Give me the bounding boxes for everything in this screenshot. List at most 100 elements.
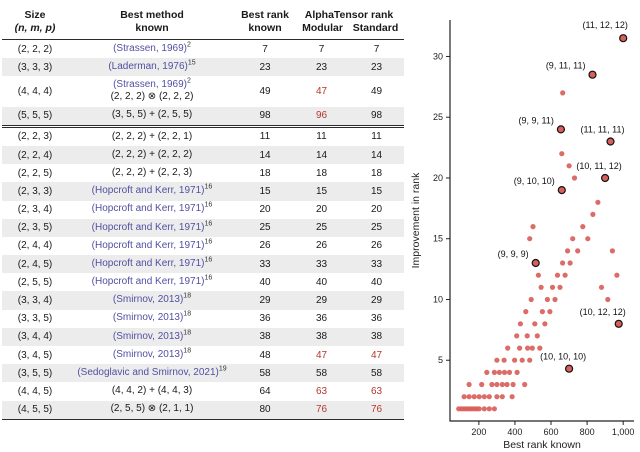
scatter-point — [509, 394, 515, 400]
standard-rank-cell: 7 — [373, 43, 380, 55]
size-cell: (2, 4, 4) — [17, 240, 53, 252]
method-cell: (Hopcroft and Kerr, 1971)16 — [68, 273, 236, 291]
citation-link[interactable]: (Smirnov, 2013) — [112, 294, 184, 306]
standard-rank-cell: 38 — [370, 331, 383, 343]
header-rank-line1: Best rank — [241, 9, 289, 21]
method-cell: (Smirnov, 2013)18 — [68, 310, 236, 328]
header-best-method: Best method known — [68, 6, 236, 40]
citation-link[interactable]: (Hopcroft and Kerr, 1971) — [91, 257, 205, 269]
best-rank-cell: 48 — [259, 349, 271, 361]
scatter-point — [614, 272, 620, 278]
citation-link[interactable]: (Hopcroft and Kerr, 1971) — [91, 276, 205, 288]
scatter-point — [559, 151, 565, 157]
size-cell: (2, 4, 5) — [17, 258, 53, 270]
table-header: Size (n, m, p) Best method known Best ra… — [2, 6, 404, 40]
standard-rank-cell: 63 — [370, 385, 383, 397]
scatter-point — [489, 381, 495, 388]
method-cell: (Strassen, 1969)2 — [68, 40, 236, 59]
scatter-point — [605, 296, 611, 303]
table-row: (2, 3, 3) (Hopcroft and Kerr, 1971)16 15 15… — [2, 182, 404, 201]
table-row: (2, 2, 4) (2, 2, 2) + (2, 2, 2) 14 14 14 — [2, 145, 404, 165]
highlighted-scatter-point — [606, 137, 615, 146]
method-cell: (2, 5, 5) ⊗ (2, 1, 1) — [68, 401, 236, 420]
method-cell: (2, 2, 2) + (2, 2, 1) — [68, 126, 236, 146]
size-cell: (3, 4, 4) — [17, 331, 53, 343]
citation-link[interactable]: (Hopcroft and Kerr, 1971) — [91, 239, 205, 251]
modular-rank-cell: 14 — [315, 149, 328, 161]
method-text: (2, 2, 2) + (2, 2, 3) — [111, 166, 193, 178]
header-size-line1: Size — [24, 9, 46, 21]
scatter-point — [476, 394, 482, 400]
header-standard: Standard — [352, 22, 399, 34]
size-cell: (4, 4, 4) — [17, 85, 53, 97]
scatter-point — [505, 345, 511, 351]
citation-link[interactable]: (Hopcroft and Kerr, 1971) — [91, 221, 205, 233]
point-label: (9, 9, 9) — [498, 249, 529, 259]
y-axis-title: Improvement in rank — [410, 172, 422, 268]
scatter-point — [501, 369, 508, 375]
table-row: (4, 4, 5) (4, 4, 2) + (4, 4, 3) 64 63 63 — [2, 382, 404, 400]
citation-link[interactable]: (Smirnov, 2013) — [112, 312, 184, 324]
scatter-point — [517, 345, 523, 351]
x-tick-label: 600 — [544, 427, 559, 437]
x-axis-title: Best rank known — [503, 439, 581, 451]
scatter-point — [595, 199, 601, 205]
highlighted-scatter-point — [588, 70, 597, 79]
citation-link[interactable]: (Hopcroft and Kerr, 1971) — [91, 185, 205, 197]
scatter-point — [514, 333, 520, 339]
size-cell: (2, 3, 3) — [17, 185, 53, 197]
standard-rank-cell: 20 — [370, 204, 383, 216]
scatter-point — [554, 272, 561, 278]
method-cell: (Sedoglavic and Smirnov, 2021)19 — [68, 364, 236, 382]
modular-rank-cell: 47 — [315, 85, 328, 97]
table-row: (3, 3, 4) (Smirnov, 2013)18 29 29 29 — [2, 291, 404, 310]
citation-link[interactable]: (Strassen, 1969) — [113, 78, 188, 90]
best-rank-cell: 64 — [259, 385, 271, 397]
scatter-point — [519, 357, 525, 363]
scatter-point — [506, 369, 513, 375]
citation-superscript: 16 — [204, 202, 213, 210]
citation-link[interactable]: (Hopcroft and Kerr, 1971) — [91, 203, 205, 215]
best-rank-cell: 98 — [259, 110, 271, 122]
header-best-rank: Best rank known — [236, 6, 294, 40]
scatter-point — [549, 284, 556, 290]
header-method-line1: Best method — [120, 9, 184, 21]
scatter-point — [598, 284, 605, 290]
citation-link[interactable]: (Smirnov, 2013) — [112, 330, 184, 342]
scatter-point — [525, 345, 531, 351]
scatter-point — [527, 236, 533, 242]
standard-rank-cell: 29 — [370, 295, 383, 307]
scatter-point — [517, 321, 523, 327]
table-row: (2, 5, 5) (Hopcroft and Kerr, 1971)16 40 40… — [2, 273, 404, 291]
method-text: (2, 2, 2) + (2, 2, 2) — [111, 148, 193, 160]
citation-link[interactable]: (Sedoglavic and Smirnov, 2021) — [77, 367, 219, 379]
best-rank-cell: 26 — [259, 240, 271, 252]
standard-rank-cell: 18 — [370, 167, 383, 179]
x-tick-label: 800 — [580, 427, 595, 437]
standard-rank-cell: 36 — [370, 313, 383, 325]
scatter-point — [494, 394, 500, 400]
highlighted-scatter-point — [557, 186, 566, 195]
y-tick-label: 30 — [433, 51, 443, 61]
scatter-point — [512, 357, 518, 363]
modular-rank-cell: 20 — [315, 204, 328, 216]
table-row: (3, 3, 5) (Smirnov, 2013)18 36 36 36 — [2, 310, 404, 328]
citation-link[interactable]: (Laderman, 1976) — [108, 61, 188, 73]
citation-link[interactable]: (Smirnov, 2013) — [112, 348, 184, 360]
citation-superscript: 2 — [187, 77, 191, 85]
best-rank-cell: 58 — [259, 367, 271, 379]
citation-superscript: 19 — [218, 365, 227, 373]
best-rank-cell: 20 — [259, 204, 271, 216]
citation-superscript: 2 — [187, 41, 191, 49]
best-rank-cell: 18 — [259, 167, 271, 179]
modular-rank-cell: 96 — [315, 110, 328, 122]
scatter-point — [566, 163, 572, 169]
citation-superscript: 18 — [183, 292, 192, 300]
scatter-point — [609, 248, 615, 254]
y-tick-label: 15 — [433, 234, 443, 244]
size-cell: (2, 2, 4) — [17, 149, 53, 161]
citation-link[interactable]: (Strassen, 1969) — [113, 42, 188, 54]
highlighted-scatter-point — [619, 34, 628, 43]
modular-rank-cell: 23 — [315, 61, 328, 73]
